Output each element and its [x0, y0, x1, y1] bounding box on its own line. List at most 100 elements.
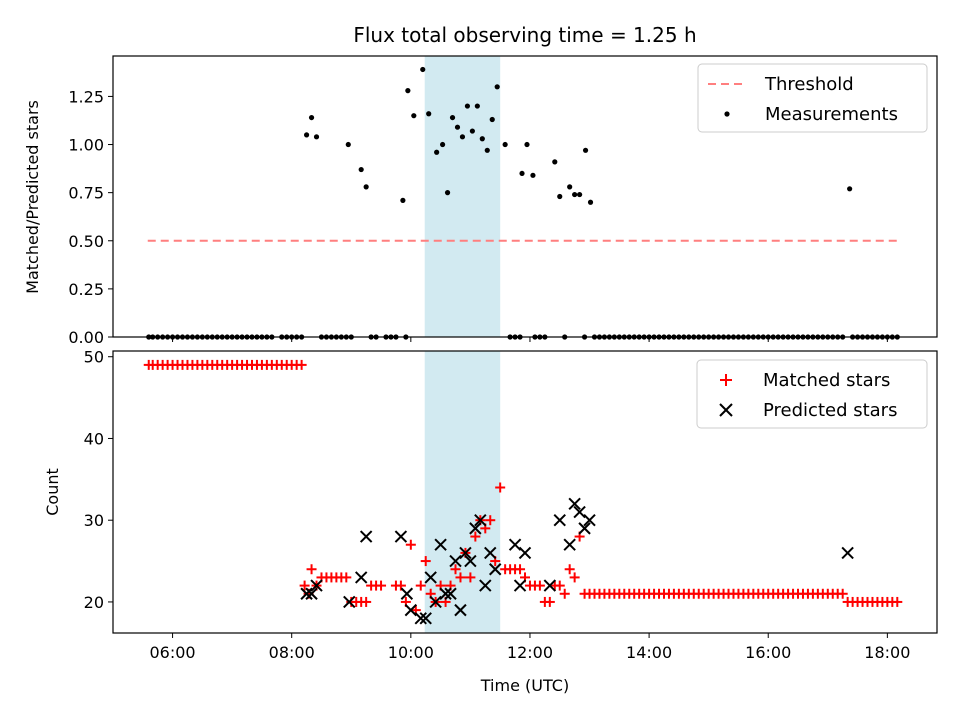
measurement-point: [502, 141, 508, 148]
top-axes-frame: [112, 55, 938, 338]
bottom-y-tick-label: 30: [84, 511, 104, 530]
legend-matched-label: Matched stars: [763, 370, 890, 391]
matched-star-point: [569, 572, 580, 583]
matched-star-point: [470, 531, 481, 542]
matched-star-point: [455, 572, 466, 583]
matched-star-point: [450, 564, 461, 575]
matched-star-point: [554, 580, 565, 591]
measurement-point: [530, 172, 536, 178]
predicted-star-point: [583, 513, 596, 527]
top-y-ticks: 0.00 0.25 0.50 0.75 1.00 1.25: [68, 87, 113, 347]
matched-star-point: [837, 588, 848, 599]
predicted-star-point: [439, 587, 452, 600]
predicted-star-point: [518, 546, 532, 560]
matched-star-point: [415, 580, 426, 591]
top-x-ticks: [172, 337, 888, 342]
bottom-y-ticks: 20 30 40 50: [84, 348, 113, 612]
top-y-tick-label: 1.00: [68, 136, 104, 155]
measurement-point: [587, 199, 594, 205]
measurement-point: [459, 134, 466, 140]
predicted-star-point: [563, 538, 576, 551]
measurement-point: [519, 170, 525, 177]
predicted-star-point: [573, 505, 586, 519]
measurement-point: [449, 114, 456, 121]
measurement-point: [426, 111, 432, 117]
matched-star-point: [465, 572, 476, 583]
predicted-star-point: [305, 587, 318, 600]
predicted-star-point: [513, 579, 527, 592]
measurement-point: [577, 191, 583, 198]
measurement-point: [474, 103, 480, 109]
top-panel: 0.00 0.25 0.50 0.75 1.00 1.25 Matched/Predict…: [23, 55, 938, 347]
matched-star-point: [495, 482, 506, 493]
top-y-tick-label: 0.50: [68, 232, 104, 251]
measurement-point: [440, 141, 446, 148]
matched-star-point: [564, 564, 575, 575]
matched-stars-points: [143, 359, 903, 616]
predicted-star-point: [474, 513, 487, 527]
predicted-star-point: [841, 546, 854, 560]
x-tick-label: 06:00: [150, 643, 196, 662]
top-y-tick-label: 1.25: [68, 87, 104, 106]
measurement-point: [363, 184, 369, 190]
predicted-stars-points: [300, 497, 854, 625]
predicted-star-point: [400, 587, 414, 600]
predicted-star-point: [434, 538, 447, 551]
predicted-star-point: [489, 563, 502, 576]
top-observing-span: [424, 56, 501, 337]
bottom-observing-span: [424, 351, 501, 633]
legend-matched-swatch: [720, 374, 732, 386]
measurement-point: [434, 149, 440, 155]
measurement-point: [313, 134, 320, 140]
measurement-point: [484, 147, 490, 153]
measurement-point: [557, 193, 563, 200]
x-axis-label: Time (UTC): [480, 676, 569, 695]
predicted-star-point: [354, 571, 368, 584]
predicted-star-point: [469, 522, 482, 535]
matched-star-point: [485, 515, 496, 526]
top-y-tick-label: 0.00: [68, 328, 104, 347]
matched-star-point: [376, 580, 387, 591]
bottom-legend-box: [696, 359, 928, 429]
matched-star-point: [420, 556, 431, 567]
predicted-star-point: [578, 522, 591, 535]
measurement-point: [444, 190, 451, 196]
top-y-tick-label: 0.75: [68, 184, 104, 203]
predicted-star-point: [464, 554, 477, 568]
legend-predicted-swatch: [719, 403, 733, 417]
measurement-point: [847, 186, 853, 192]
measurement-point: [405, 88, 411, 94]
bottom-panel: 20 30 40 50 06:00 08:00 10:00 12:00 14:00 16:00 1…: [43, 348, 938, 695]
measurement-point: [411, 113, 417, 119]
matched-star-point: [299, 580, 310, 591]
measurement-point: [454, 124, 461, 130]
matched-star-point: [341, 572, 352, 583]
measurement-point: [567, 184, 573, 190]
predicted-star-point: [414, 612, 427, 625]
measurement-point: [572, 191, 578, 198]
x-tick-label: 08:00: [269, 643, 315, 662]
top-legend: Threshold Measurements: [697, 63, 928, 133]
predicted-star-point: [449, 554, 462, 568]
legend-predicted-label: Predicted stars: [763, 400, 897, 421]
bottom-axes-frame: [112, 350, 938, 634]
predicted-star-point: [404, 603, 418, 617]
predicted-star-point: [508, 538, 522, 551]
predicted-star-point: [300, 587, 313, 600]
top-legend-box: [697, 63, 928, 133]
measurement-point: [582, 147, 589, 153]
predicted-star-point: [543, 579, 557, 592]
bottom-legend: Matched stars Predicted stars: [696, 359, 928, 429]
bottom-y-tick-label: 50: [84, 348, 104, 367]
predicted-star-point: [343, 595, 356, 609]
measurement-point: [494, 84, 500, 90]
predicted-star-point: [459, 546, 472, 560]
x-tick-label: 18:00: [864, 643, 910, 662]
measurement-point: [420, 66, 426, 73]
measurement-point: [469, 128, 475, 134]
measurement-point: [400, 197, 406, 203]
x-tick-label: 14:00: [626, 643, 672, 662]
predicted-star-point: [310, 579, 323, 592]
bottom-y-tick-label: 40: [84, 429, 104, 448]
legend-measurements-swatch: [724, 111, 730, 117]
